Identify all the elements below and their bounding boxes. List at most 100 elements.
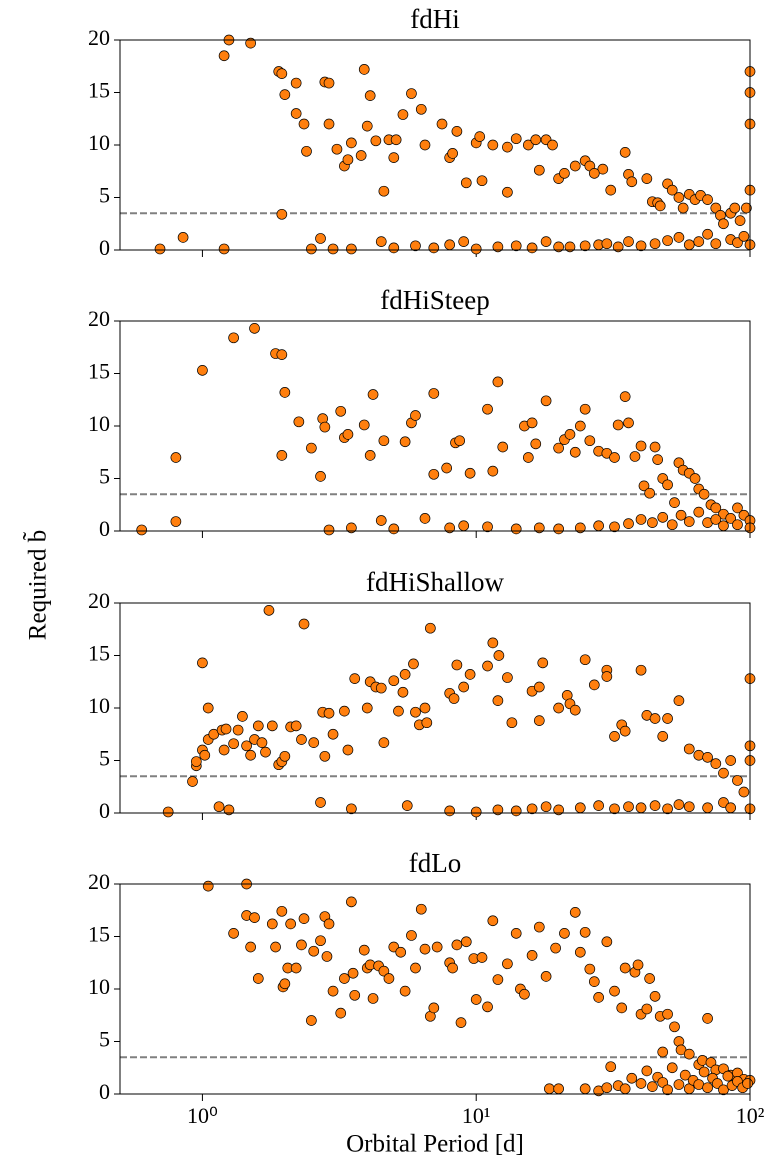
point xyxy=(522,452,534,463)
point xyxy=(673,799,685,810)
point xyxy=(584,435,596,447)
point xyxy=(460,177,472,189)
point xyxy=(693,749,705,761)
point xyxy=(629,451,641,462)
point xyxy=(464,467,476,479)
point xyxy=(533,681,545,693)
point xyxy=(574,522,586,534)
point xyxy=(367,993,379,1004)
point xyxy=(725,802,737,814)
point xyxy=(593,992,604,1003)
point xyxy=(510,240,522,252)
point xyxy=(375,515,387,526)
y-tick-label: 15 xyxy=(88,359,110,384)
point xyxy=(323,77,335,89)
point xyxy=(693,236,705,247)
point xyxy=(652,454,664,465)
point xyxy=(654,200,666,212)
point xyxy=(406,930,417,941)
point xyxy=(308,945,320,957)
point xyxy=(710,238,722,250)
point xyxy=(342,154,354,166)
point xyxy=(564,241,576,253)
point xyxy=(397,686,409,698)
point xyxy=(493,650,505,661)
point xyxy=(540,801,552,813)
point xyxy=(319,421,331,433)
point xyxy=(666,1062,678,1074)
point xyxy=(657,730,669,742)
point xyxy=(593,800,604,812)
point xyxy=(245,37,256,49)
point xyxy=(228,927,239,939)
point xyxy=(390,134,402,146)
point xyxy=(199,749,211,761)
point xyxy=(458,520,470,532)
point xyxy=(228,332,239,344)
point xyxy=(741,202,752,214)
point xyxy=(510,523,522,535)
point xyxy=(276,905,288,917)
point xyxy=(588,679,600,691)
point xyxy=(290,108,302,119)
point xyxy=(657,1077,669,1088)
y-axis-label: Required b̃ xyxy=(23,530,52,640)
point xyxy=(279,978,291,990)
point xyxy=(327,728,339,740)
point xyxy=(306,442,317,454)
point xyxy=(635,240,647,252)
points xyxy=(162,604,756,818)
y-tick-label: 0 xyxy=(99,516,110,541)
point xyxy=(662,1008,673,1020)
point xyxy=(276,450,288,461)
point xyxy=(364,90,376,102)
point xyxy=(619,391,631,402)
point xyxy=(378,435,390,447)
point xyxy=(593,520,604,532)
point xyxy=(644,973,655,984)
point xyxy=(718,218,729,230)
point xyxy=(415,903,427,915)
point xyxy=(346,896,357,908)
point xyxy=(428,1002,440,1014)
point xyxy=(559,927,570,939)
point xyxy=(410,410,421,421)
point xyxy=(232,724,244,736)
point xyxy=(266,918,278,930)
point xyxy=(482,403,493,415)
point xyxy=(421,717,433,729)
point xyxy=(370,135,382,147)
point xyxy=(444,522,456,534)
point xyxy=(378,965,390,977)
point xyxy=(298,618,310,630)
point xyxy=(428,468,440,480)
point xyxy=(395,946,407,958)
point xyxy=(666,519,678,531)
point xyxy=(474,131,486,142)
point xyxy=(702,751,713,763)
point xyxy=(673,1079,685,1090)
y-tick-label: 0 xyxy=(99,798,110,823)
point xyxy=(383,973,395,984)
point xyxy=(401,800,413,812)
point xyxy=(544,1083,555,1095)
point xyxy=(190,756,202,767)
point xyxy=(388,523,400,535)
point xyxy=(482,660,493,672)
point xyxy=(579,403,591,415)
point xyxy=(482,1001,493,1013)
y-tick-label: 0 xyxy=(99,1079,110,1104)
point xyxy=(346,522,357,534)
point xyxy=(553,804,564,816)
point xyxy=(537,657,549,669)
point xyxy=(447,148,458,159)
panel-title: fdLo xyxy=(409,848,461,878)
x-tick-label: 10² xyxy=(736,1103,765,1128)
point xyxy=(649,800,661,812)
point xyxy=(321,951,333,962)
point xyxy=(533,522,545,534)
point xyxy=(732,237,743,248)
point xyxy=(482,521,493,533)
point xyxy=(293,416,305,428)
point xyxy=(626,176,638,188)
